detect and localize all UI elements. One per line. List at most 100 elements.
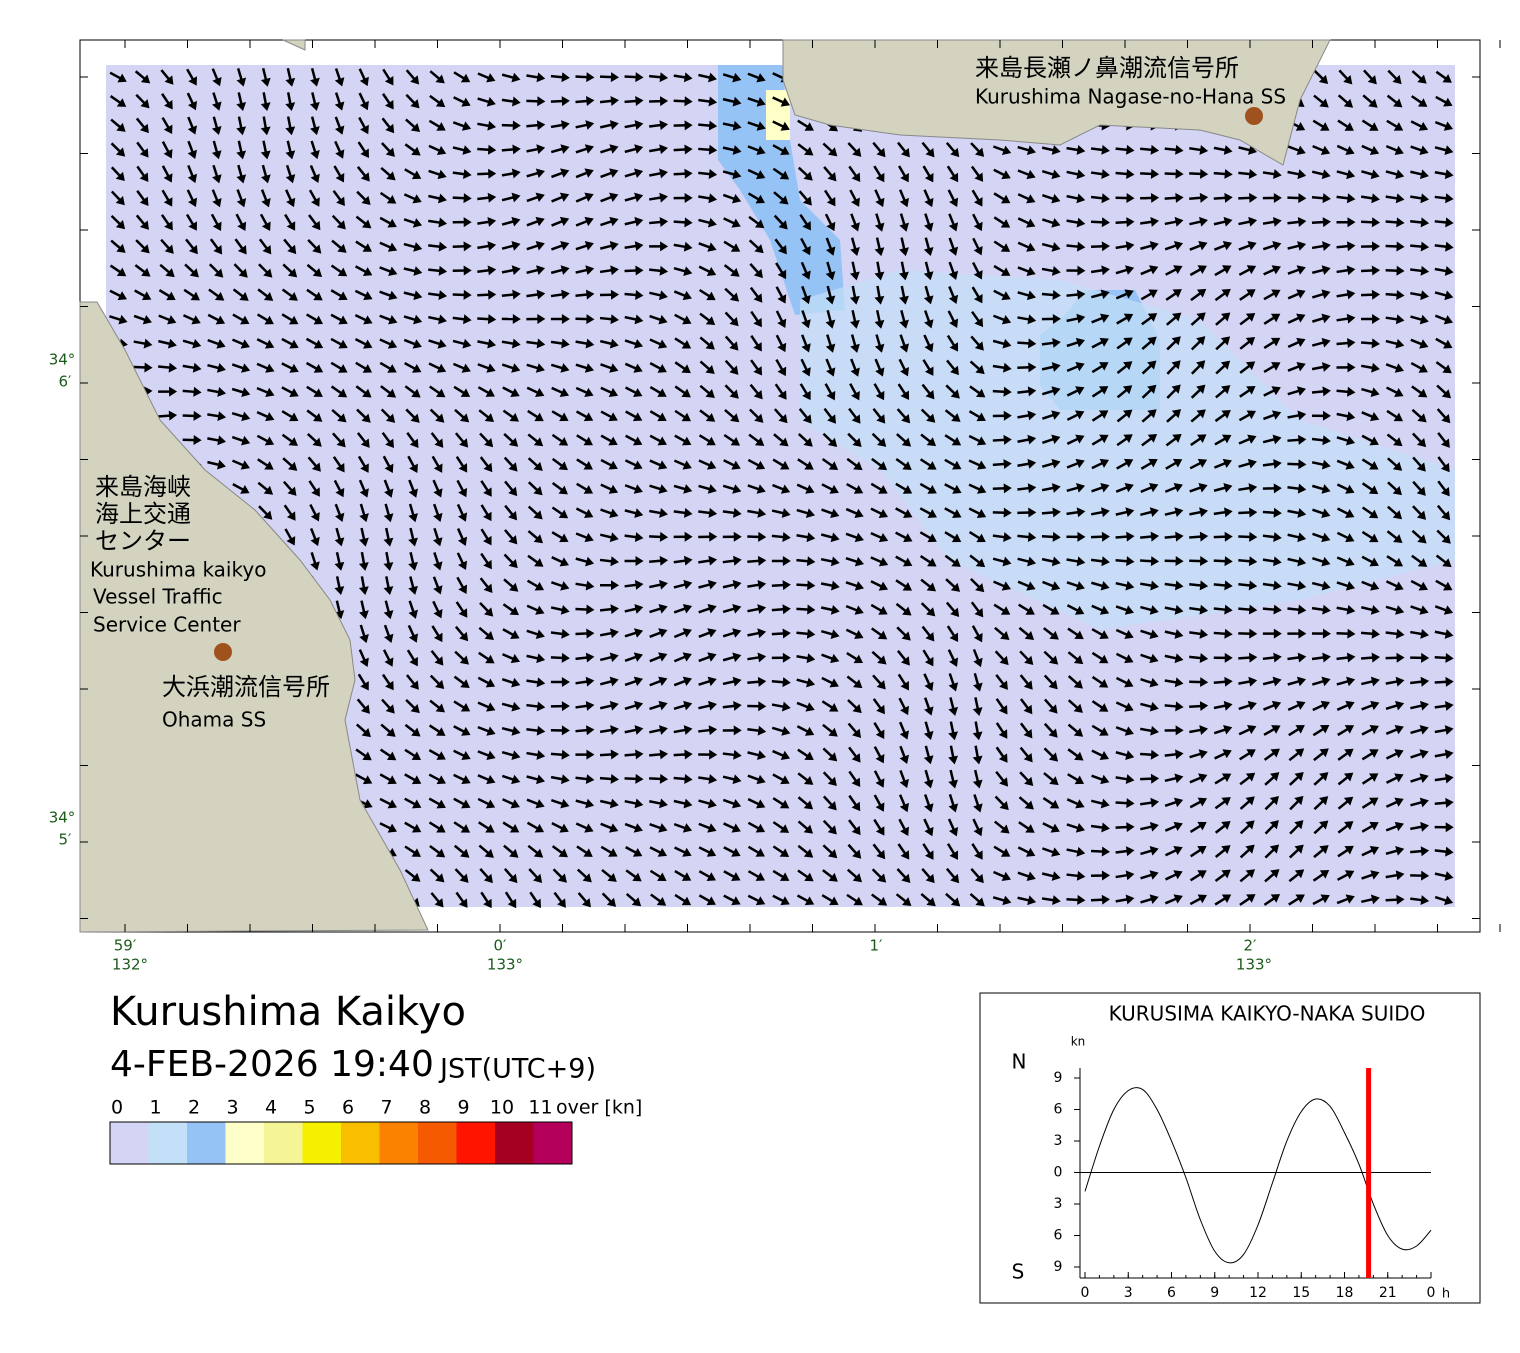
arrow-head xyxy=(999,680,1008,690)
arrow xyxy=(1360,364,1375,370)
legend-tick: 6 xyxy=(342,1097,354,1119)
arrow-head xyxy=(610,628,619,639)
arrow-head xyxy=(1445,846,1454,857)
arrow xyxy=(946,165,956,178)
arrow xyxy=(723,870,736,879)
arrow-head xyxy=(1001,291,1011,301)
arrow xyxy=(749,408,761,420)
arrow xyxy=(1041,365,1056,371)
arrow-head xyxy=(509,848,519,858)
arrow-head xyxy=(1098,654,1109,664)
arrow-head xyxy=(1051,169,1061,180)
arrow-head xyxy=(1441,510,1451,521)
arrow-head xyxy=(486,363,496,373)
arrow xyxy=(624,459,638,468)
arrow-head xyxy=(360,681,369,691)
arrow-head xyxy=(683,579,693,590)
arrow-head xyxy=(312,268,323,277)
arrow xyxy=(1140,873,1154,880)
arrow xyxy=(698,218,712,225)
arrow-head xyxy=(754,244,764,254)
arrow xyxy=(526,363,540,370)
arrow-head xyxy=(949,657,959,667)
arrow-head xyxy=(609,652,619,663)
arrow-head xyxy=(461,121,472,131)
arrow-head xyxy=(362,364,373,373)
arrow-head xyxy=(265,363,275,373)
arrow-head xyxy=(1245,336,1256,346)
arrow-head xyxy=(1296,337,1306,347)
arrow xyxy=(1288,751,1301,762)
arrow xyxy=(895,531,908,540)
arrow xyxy=(847,722,859,735)
arrow-head xyxy=(437,169,447,180)
arrow xyxy=(992,896,1006,903)
arrow-head xyxy=(610,725,619,736)
arrow-head xyxy=(854,605,864,615)
arrow-head xyxy=(1271,265,1281,275)
arrow xyxy=(1361,727,1375,736)
arrow xyxy=(800,237,809,251)
arrow-head xyxy=(559,823,569,833)
arrow-head xyxy=(384,463,394,474)
arrow xyxy=(550,99,564,103)
arrow-head xyxy=(1074,775,1085,785)
arrow xyxy=(551,457,564,468)
arrow xyxy=(1213,243,1227,251)
arrow xyxy=(1067,699,1080,710)
arrow xyxy=(135,93,147,105)
arrow xyxy=(970,601,981,614)
arrow-head xyxy=(1272,434,1282,445)
arrow-head xyxy=(658,314,668,325)
arrow xyxy=(233,263,245,275)
arrow-head xyxy=(852,873,863,883)
arrow-head xyxy=(261,198,271,208)
arrow-head xyxy=(1297,556,1307,567)
arrow-head xyxy=(708,169,718,179)
arrow-head xyxy=(825,271,836,281)
arrow-head xyxy=(1420,821,1429,832)
arrow xyxy=(896,868,908,880)
arrow xyxy=(503,433,515,444)
arrow-head xyxy=(1346,652,1356,663)
arrow xyxy=(722,679,736,686)
arrow xyxy=(624,171,638,178)
arrow-head xyxy=(999,777,1009,787)
arrow xyxy=(870,556,884,564)
arrow xyxy=(1017,413,1031,419)
arrow xyxy=(1361,119,1375,129)
arrow-head xyxy=(826,221,836,232)
arrow xyxy=(948,261,956,275)
arrow xyxy=(504,480,515,493)
arrow-head xyxy=(757,750,766,760)
arrow xyxy=(501,363,515,370)
arrow xyxy=(1091,724,1105,734)
arrow-head xyxy=(754,437,765,447)
arrow xyxy=(1091,461,1105,470)
arrow-head xyxy=(875,197,885,208)
arrow xyxy=(1386,119,1399,129)
arrow-head xyxy=(1273,169,1282,180)
arrow-head xyxy=(659,555,669,566)
arrow-head xyxy=(412,339,422,349)
arrow-head xyxy=(830,604,840,615)
arrow-head xyxy=(1026,242,1036,252)
arrow-head xyxy=(633,363,643,373)
arrow-head xyxy=(827,414,836,424)
arrow-head xyxy=(1249,192,1258,203)
arrow xyxy=(1066,437,1080,445)
arrow-head xyxy=(534,558,544,567)
arrow xyxy=(309,165,318,178)
arrow-head xyxy=(1197,894,1207,904)
arrow-head xyxy=(1420,241,1430,252)
arrow xyxy=(1311,437,1326,442)
arrow xyxy=(848,165,858,178)
arrow-head xyxy=(383,537,394,547)
arrow xyxy=(872,843,883,856)
arrow xyxy=(501,293,515,298)
arrow xyxy=(771,534,785,539)
arrow xyxy=(649,291,663,297)
arrow-head xyxy=(999,800,1009,811)
arrow xyxy=(357,455,367,469)
arrow-head xyxy=(782,556,791,567)
